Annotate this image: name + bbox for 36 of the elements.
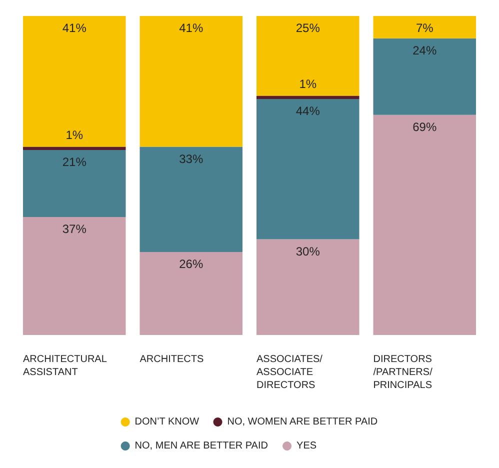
x-tick-label: ASSOCIATES/ ASSOCIATE DIRECTORS [256, 354, 323, 391]
x-tick-label: DIRECTORS /PARTNERS/ PRINCIPALS [373, 354, 433, 391]
data-label: 1% [299, 76, 317, 91]
bar [373, 38, 476, 115]
data-label: 26% [179, 257, 204, 272]
bar [140, 146, 242, 252]
bar [256, 96, 360, 99]
data-label: 44% [296, 104, 320, 118]
bar [373, 114, 476, 335]
bar [256, 239, 360, 335]
data-label: 41% [179, 21, 204, 35]
bar [23, 150, 126, 217]
legend-label: YES [296, 440, 317, 452]
bar [23, 16, 126, 147]
data-label: 7% [416, 21, 434, 35]
data-label: 30% [296, 244, 320, 258]
bar [256, 98, 360, 240]
legend-label: NO, WOMEN ARE BETTER PAID [227, 416, 378, 428]
x-tick-label: ARCHITECTS [140, 354, 204, 365]
x-tick-label: ARCHITECTURAL ASSISTANT [23, 354, 108, 378]
data-label: 25% [296, 21, 320, 35]
data-label: 37% [62, 222, 87, 236]
data-label: 24% [412, 43, 437, 58]
data-label: 21% [62, 154, 87, 169]
data-label: 41% [62, 21, 87, 35]
bar [140, 252, 242, 335]
legend-label: DON’T KNOW [134, 416, 200, 428]
data-label: 69% [412, 120, 437, 134]
data-label: 1% [66, 128, 84, 142]
bar [140, 16, 242, 147]
bar [23, 146, 126, 150]
bar [373, 16, 476, 38]
data-label: 33% [179, 152, 204, 166]
bar [23, 216, 126, 335]
legend-label: NO, MEN ARE BETTER PAID [134, 440, 268, 452]
bar [256, 16, 360, 96]
